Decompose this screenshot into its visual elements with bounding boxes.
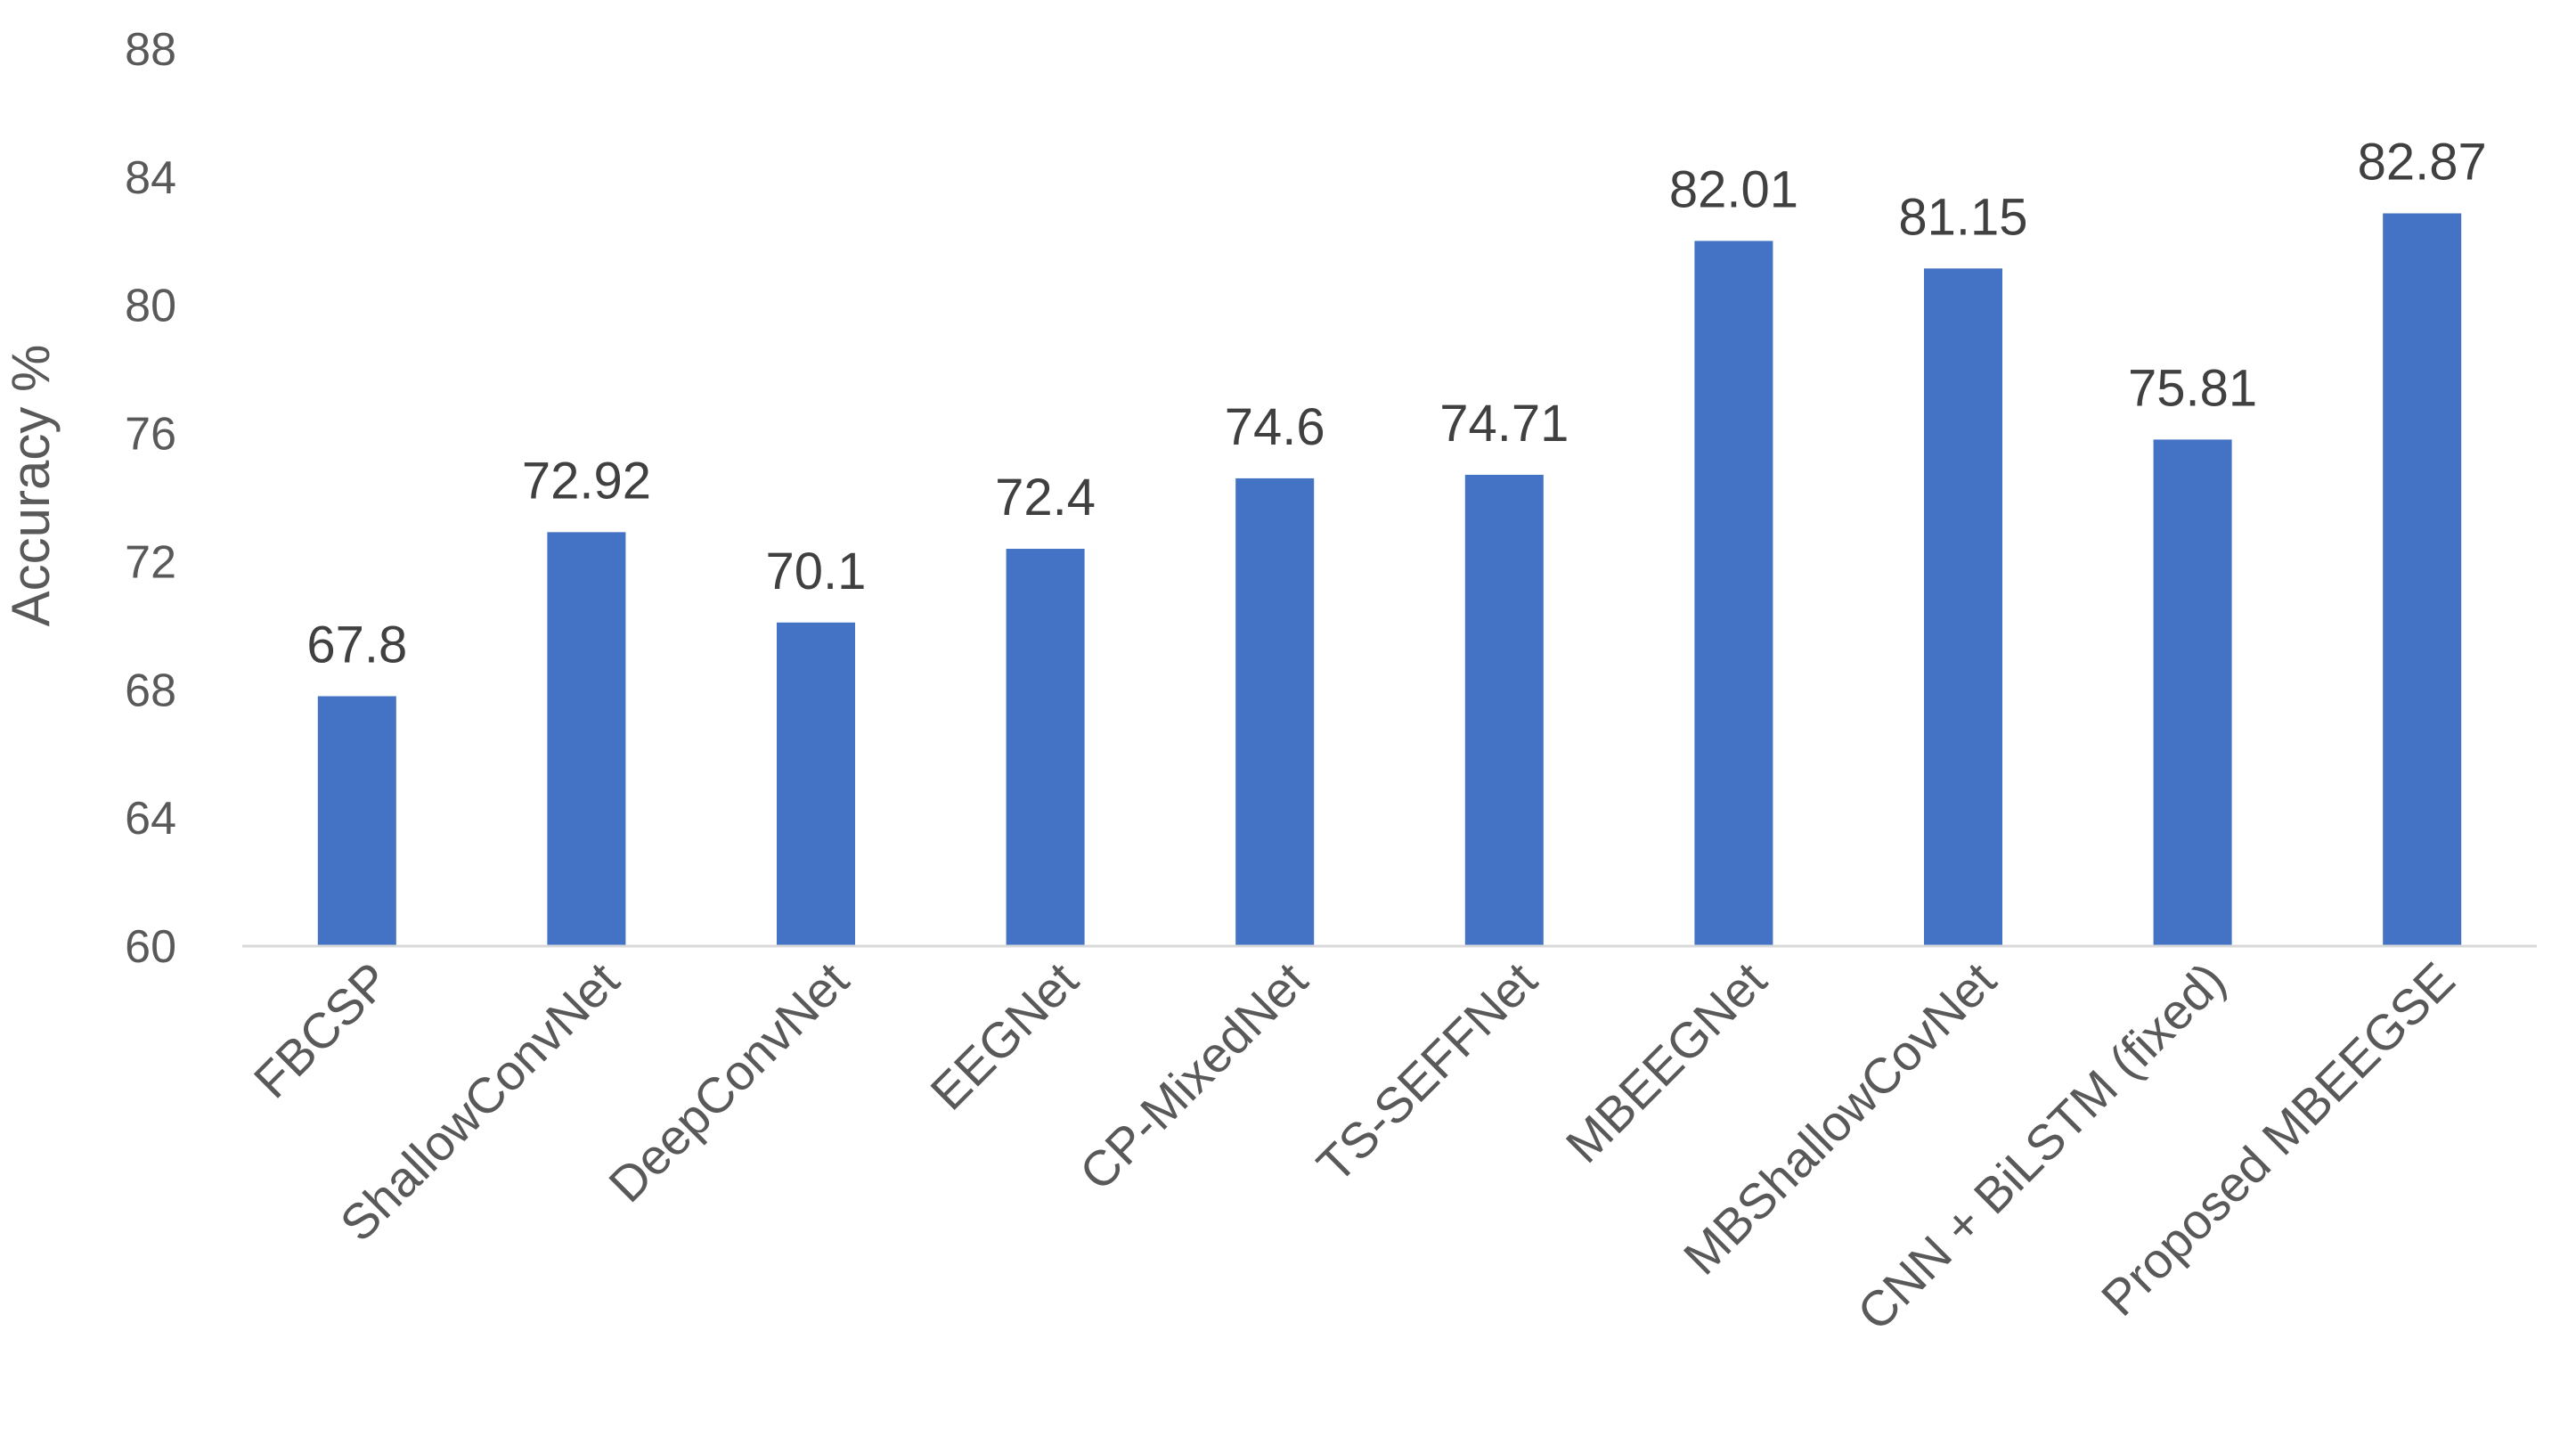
bar (1924, 268, 2002, 946)
y-tick-label: 80 (125, 281, 176, 332)
y-tick-label: 88 (125, 24, 176, 76)
y-tick-label: 64 (125, 793, 176, 845)
bar (2153, 439, 2232, 946)
x-tick-label: DeepConvNet (598, 951, 860, 1213)
data-labels: 67.8 72.92 70.1 72.4 74.6 74.71 82.01 81.15 75.8… (306, 133, 2486, 674)
data-label: 75.81 (2128, 359, 2257, 417)
bar (547, 532, 626, 946)
bar (1464, 474, 1544, 946)
data-label: 72.92 (522, 452, 651, 510)
bar (777, 622, 855, 946)
y-tick-label: 60 (125, 921, 176, 973)
bar (2383, 213, 2462, 947)
y-tick-label: 72 (125, 536, 176, 588)
data-label: 81.15 (1898, 188, 2027, 246)
bar (317, 696, 396, 946)
x-tick-label: CP-MixedNet (1069, 951, 1318, 1201)
bar (1694, 241, 1773, 946)
data-label: 74.6 (1225, 398, 1325, 456)
x-tick-label: EEGNet (919, 951, 1088, 1121)
y-tick-label: 68 (125, 665, 176, 716)
y-axis-title: Accuracy % (1, 345, 61, 627)
y-tick-label: 84 (125, 152, 176, 204)
data-label: 74.71 (1439, 395, 1569, 453)
data-label: 67.8 (306, 616, 407, 674)
x-tick-label: MBEEGNet (1555, 951, 1778, 1174)
data-label: 82.87 (2358, 133, 2487, 191)
bar (1006, 549, 1085, 946)
y-axis-ticks: 60 64 68 72 76 80 84 88 (125, 24, 176, 973)
data-label: 70.1 (766, 543, 867, 600)
y-tick-label: 76 (125, 409, 176, 461)
x-tick-label: TS-SEFFNet (1306, 951, 1547, 1193)
bars (317, 213, 2462, 947)
bar (1235, 478, 1315, 946)
x-tick-label: FBCSP (243, 951, 401, 1109)
data-label: 72.4 (995, 469, 1096, 527)
data-label: 82.01 (1669, 160, 1798, 218)
x-tick-label: CNN + BiLSTM (fixed) (1846, 951, 2236, 1341)
